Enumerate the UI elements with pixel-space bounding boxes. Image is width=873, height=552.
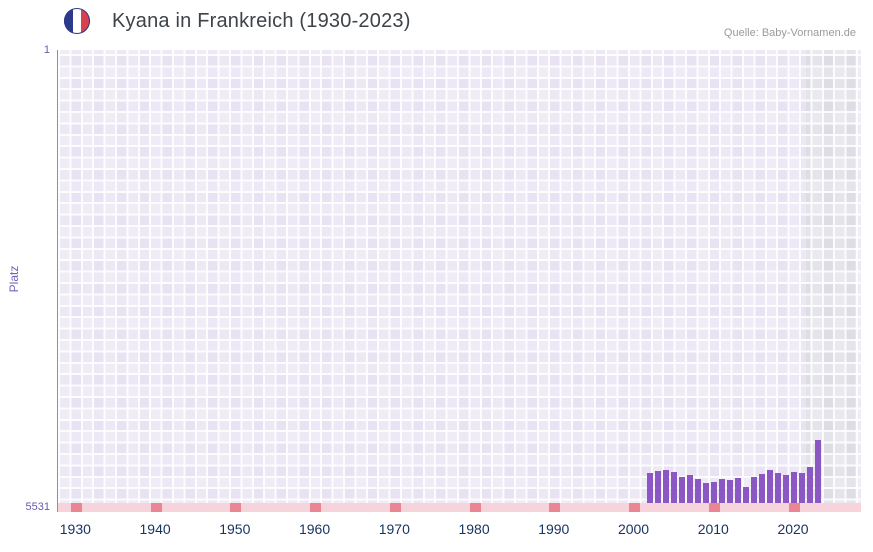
chart-title: Kyana in Frankreich (1930-2023) xyxy=(112,10,411,32)
bar-2005[interactable] xyxy=(671,471,678,503)
baseline-tick-1980 xyxy=(469,503,481,512)
baseline-tick-1950 xyxy=(230,503,242,512)
x-tick-label-1930: 1930 xyxy=(59,521,91,537)
bar-2022[interactable] xyxy=(806,467,813,503)
baseline-tick-1960 xyxy=(310,503,322,512)
baseline-tick-1990 xyxy=(549,503,561,512)
baseline-tick-1940 xyxy=(150,503,162,512)
x-tick-label-2000: 2000 xyxy=(617,521,650,537)
bar-2002[interactable] xyxy=(647,473,654,503)
bar-2007[interactable] xyxy=(687,475,694,503)
x-tick-label-1970: 1970 xyxy=(378,521,410,537)
bar-2010[interactable] xyxy=(711,482,718,503)
bar-2009[interactable] xyxy=(703,483,710,503)
bar-2020[interactable] xyxy=(791,471,798,503)
baseline-band xyxy=(58,503,861,512)
bar-2018[interactable] xyxy=(775,473,782,503)
france-flag-icon xyxy=(64,8,90,34)
x-tick-label-1980: 1980 xyxy=(458,521,490,537)
baseline-tick-2020 xyxy=(788,503,800,512)
bar-2008[interactable] xyxy=(695,479,702,503)
x-tick-label-2020: 2020 xyxy=(777,521,809,537)
plot-area xyxy=(57,50,861,512)
bar-2003[interactable] xyxy=(655,470,662,503)
bar-2017[interactable] xyxy=(767,469,774,503)
x-tick-label-1990: 1990 xyxy=(538,521,570,537)
y-tick-min: 5531 xyxy=(25,501,50,513)
x-tick-label-1950: 1950 xyxy=(219,521,251,537)
bar-2015[interactable] xyxy=(751,477,758,503)
x-tick-label-2010: 2010 xyxy=(697,521,729,537)
baseline-tick-1930 xyxy=(70,503,82,512)
bar-2021[interactable] xyxy=(798,473,805,503)
bar-2011[interactable] xyxy=(719,479,726,503)
bar-2016[interactable] xyxy=(759,474,766,503)
x-tick-label-1960: 1960 xyxy=(298,521,331,537)
recent-years-highlight-band xyxy=(805,50,855,503)
bar-2014[interactable] xyxy=(743,487,750,503)
bar-2013[interactable] xyxy=(735,478,742,503)
bar-2004[interactable] xyxy=(663,469,670,503)
y-axis-title: Platz xyxy=(7,265,21,293)
bar-2012[interactable] xyxy=(727,480,734,503)
baseline-tick-2010 xyxy=(708,503,720,512)
bar-2023[interactable] xyxy=(814,440,821,503)
baseline-tick-2000 xyxy=(629,503,641,512)
baseline-tick-1970 xyxy=(389,503,401,512)
y-tick-max: 1 xyxy=(43,44,50,56)
x-tick-label-1940: 1940 xyxy=(139,521,171,537)
bar-2019[interactable] xyxy=(783,475,790,503)
bar-2006[interactable] xyxy=(679,477,686,503)
grid-lines xyxy=(58,50,861,512)
source-credit: Quelle: Baby-Vornamen.de xyxy=(723,27,856,39)
